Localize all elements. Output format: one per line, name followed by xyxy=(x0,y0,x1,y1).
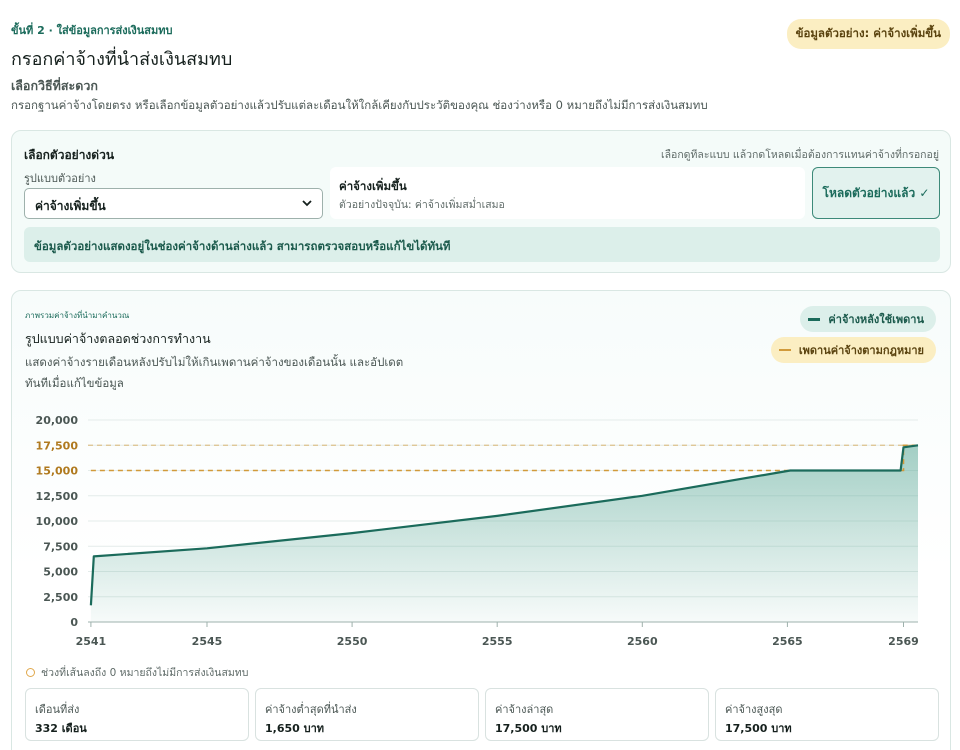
info-banner-text: ข้อมูลตัวอย่างแสดงอยู่ในช่องค่าจ้างด้านล… xyxy=(34,239,451,253)
x-tick-label: 2550 xyxy=(337,635,368,648)
info-banner: ข้อมูลตัวอย่างแสดงอยู่ในช่องค่าจ้างด้านล… xyxy=(24,227,940,262)
x-tick-label: 2545 xyxy=(192,635,223,648)
stat-value: 17,500 บาท xyxy=(725,722,792,735)
example-pattern-label: รูปแบบตัวอย่าง xyxy=(24,172,96,185)
y-tick-label: 0 xyxy=(70,616,78,629)
example-pattern-select[interactable]: ค่าจ้างเพิ่มขึ้น xyxy=(24,188,323,219)
x-tick-label: 2560 xyxy=(627,635,658,648)
y-tick-label: 10,000 xyxy=(36,515,79,528)
zero-contribution-note-text: ช่วงที่เส้นลงถึง 0 หมายถึงไม่มีการส่งเงิ… xyxy=(41,667,249,679)
stat-label: ค่าจ้างต่ำสุดที่นำส่ง xyxy=(265,703,357,716)
legend-wage-ceiling: เพดานค่าจ้างตามกฎหมาย xyxy=(770,337,936,363)
example-preview: ค่าจ้างเพิ่มขึ้น ตัวอย่างปัจจุบัน: ค่าจ้… xyxy=(330,167,805,219)
legend-solid-line-swatch xyxy=(808,317,821,321)
legend-wage-ceiling-label: เพดานค่าจ้างตามกฎหมาย xyxy=(798,344,924,357)
stat-value: 332 เดือน xyxy=(35,722,87,735)
y-tick-label: 12,500 xyxy=(36,490,79,503)
stat-label: ค่าจ้างสูงสุด xyxy=(725,703,783,716)
quick-example-title: เลือกตัวอย่างด่วน xyxy=(24,148,115,162)
legend-capped-wage-label: ค่าจ้างหลังใช้เพดาน xyxy=(828,313,924,326)
stat-months-contributed: เดือนที่ส่ง 332 เดือน xyxy=(25,688,249,741)
example-pattern-selected-value: ค่าจ้างเพิ่มขึ้น xyxy=(35,199,106,213)
chevron-down-icon xyxy=(301,195,313,214)
zero-contribution-note: ช่วงที่เส้นลงถึง 0 หมายถึงไม่มีการส่งเงิ… xyxy=(26,664,248,681)
y-tick-label: 7,500 xyxy=(43,540,78,553)
circle-icon xyxy=(26,668,35,677)
y-tick-label: 5,000 xyxy=(43,566,78,579)
quick-example-card: เลือกตัวอย่างด่วน เลือกดูทีละแบบ แล้วกดโ… xyxy=(11,130,951,273)
wage-ceiling-line xyxy=(90,444,918,472)
wage-chart-card: ภาพรวมค่าจ้างที่นำมาคำนวณ รูปแบบค่าจ้างต… xyxy=(11,290,951,750)
example-data-badge: ข้อมูลตัวอย่าง: ค่าจ้างเพิ่มขึ้น xyxy=(786,19,950,49)
capped-wage-line xyxy=(89,444,919,606)
stat-label: ค่าจ้างล่าสุด xyxy=(495,703,554,716)
wage-line-chart: 0 2,500 5,000 7,500 10,000 12,500 15,000 17,500… xyxy=(36,414,919,648)
wage-area-fill xyxy=(90,445,918,622)
method-title: เลือกวิธีที่สะดวก xyxy=(11,78,98,93)
stat-value: 1,650 บาท xyxy=(265,722,325,735)
stat-label: เดือนที่ส่ง xyxy=(35,703,80,716)
example-preview-title: ค่าจ้างเพิ่มขึ้น xyxy=(339,179,407,193)
step-label: ขั้นที่ 2 · ใส่ข้อมูลการส่งเงินสมทบ xyxy=(11,24,173,37)
stat-lowest-wage: ค่าจ้างต่ำสุดที่นำส่ง 1,650 บาท xyxy=(255,688,479,741)
legend-capped-wage: ค่าจ้างหลังใช้เพดาน xyxy=(800,306,936,332)
y-tick-label: 17,500 xyxy=(36,439,79,452)
chart-title: รูปแบบค่าจ้างตลอดช่วงการทำงาน xyxy=(25,331,211,346)
x-tick-label: 2541 xyxy=(76,635,107,648)
y-tick-label: 2,500 xyxy=(43,591,78,604)
example-preview-description: ตัวอย่างปัจจุบัน: ค่าจ้างเพิ่มสม่ำเสมอ xyxy=(339,199,505,211)
x-tick-label: 2565 xyxy=(772,635,803,648)
load-example-button[interactable]: โหลดตัวอย่างแล้ว ✓ xyxy=(812,167,940,219)
x-tick-label: 2569 xyxy=(888,635,919,648)
chart-kicker: ภาพรวมค่าจ้างที่นำมาคำนวณ xyxy=(25,311,130,320)
y-tick-label: 20,000 xyxy=(36,414,79,427)
method-description: กรอกฐานค่าจ้างโดยตรง หรือเลือกข้อมูลตัวอ… xyxy=(11,98,708,112)
legend-dashed-line-swatch xyxy=(778,349,791,351)
page-title: กรอกค่าจ้างที่นำส่งเงินสมทบ xyxy=(11,49,233,70)
stat-value: 17,500 บาท xyxy=(495,722,562,735)
y-tick-label: 15,000 xyxy=(36,465,79,478)
stat-highest-wage: ค่าจ้างสูงสุด 17,500 บาท xyxy=(715,688,939,741)
stat-latest-wage: ค่าจ้างล่าสุด 17,500 บาท xyxy=(485,688,709,741)
x-tick-label: 2555 xyxy=(482,635,513,648)
chart-description: แสดงค่าจ้างรายเดือนหลังปรับไม่ให้เกินเพด… xyxy=(25,355,404,390)
quick-example-hint: เลือกดูทีละแบบ แล้วกดโหลดเมื่อต้องการแทน… xyxy=(661,149,939,161)
